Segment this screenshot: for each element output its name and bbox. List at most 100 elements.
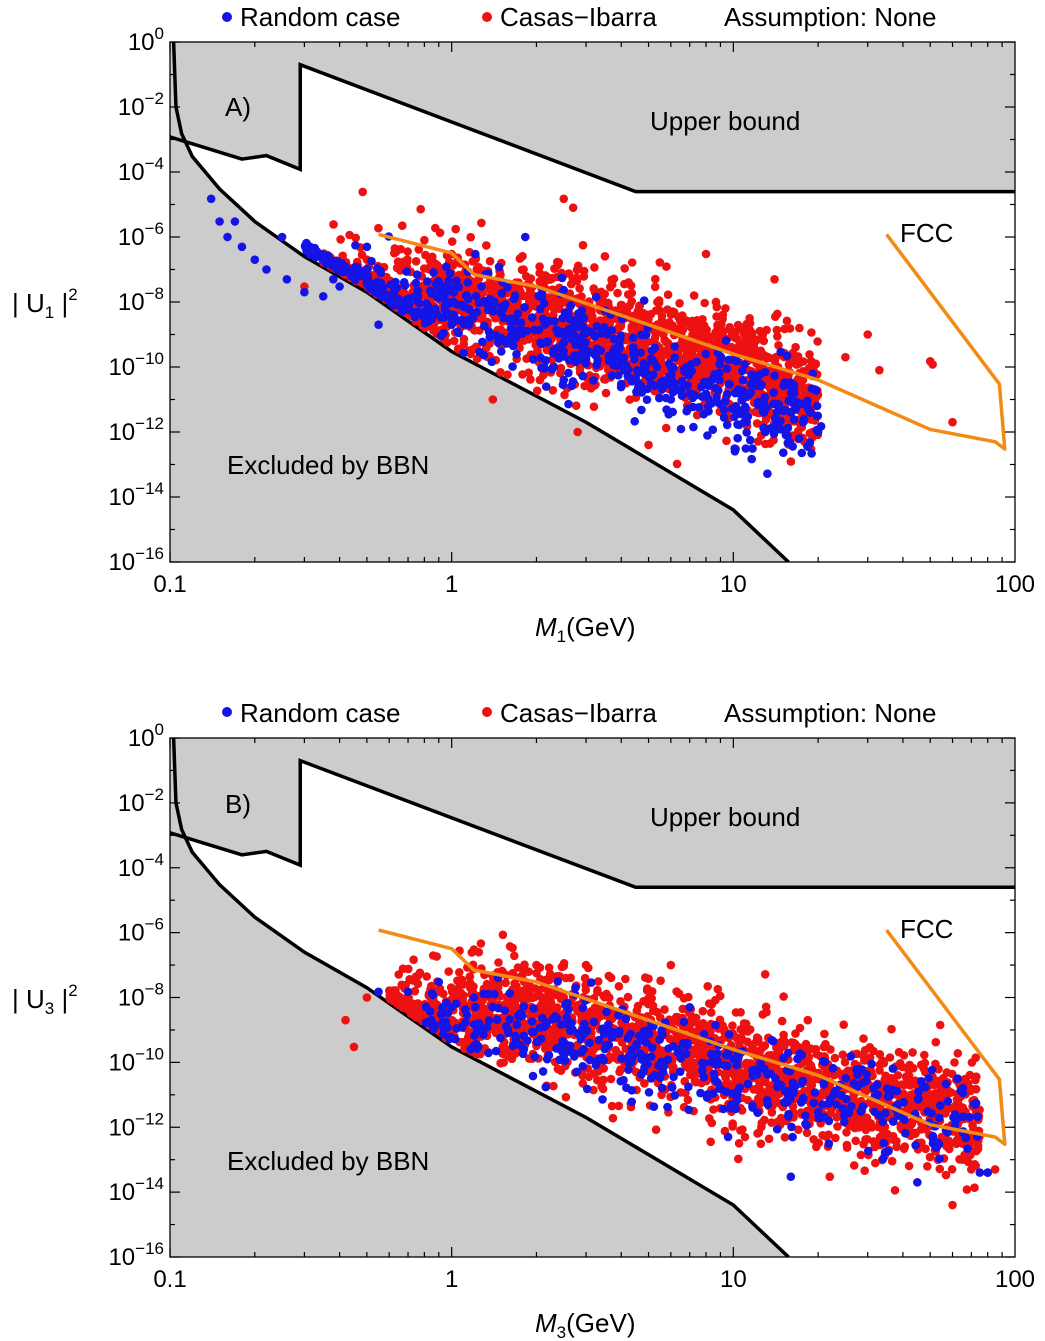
- data-point: [554, 354, 564, 363]
- data-point: [662, 262, 671, 271]
- data-point: [639, 997, 648, 1006]
- data-point: [741, 1019, 751, 1029]
- data-point: [404, 964, 413, 974]
- data-point: [946, 1088, 956, 1097]
- data-point: [713, 1049, 722, 1058]
- data-point: [318, 291, 328, 301]
- data-point: [636, 348, 645, 358]
- data-point: [414, 245, 424, 254]
- data-point: [778, 392, 787, 402]
- data-point: [973, 1112, 982, 1121]
- data-point: [959, 1105, 969, 1115]
- data-point: [637, 405, 646, 415]
- data-point: [722, 364, 732, 373]
- data-point: [668, 407, 677, 417]
- data-point: [519, 265, 528, 274]
- legend-random-marker: [222, 12, 232, 22]
- data-point: [802, 1128, 812, 1138]
- data-point: [560, 390, 569, 400]
- data-point: [839, 1020, 848, 1029]
- data-point: [735, 1038, 744, 1048]
- data-point: [521, 310, 530, 319]
- data-point: [649, 336, 659, 345]
- data-point: [841, 1074, 851, 1083]
- data-point: [990, 1165, 1000, 1174]
- data-point: [585, 1038, 594, 1048]
- data-point: [571, 357, 581, 367]
- data-point: [615, 1026, 624, 1036]
- data-point: [537, 292, 546, 302]
- data-point: [480, 321, 489, 331]
- data-point: [880, 1075, 889, 1085]
- data-point: [512, 1020, 522, 1029]
- data-point: [785, 324, 795, 333]
- data-point: [411, 278, 421, 288]
- data-point: [765, 1085, 775, 1094]
- data-point: [478, 337, 487, 347]
- data-point: [681, 1049, 691, 1058]
- data-point: [741, 342, 750, 352]
- data-point: [575, 284, 584, 293]
- data-point: [725, 323, 735, 332]
- data-point: [446, 1032, 455, 1042]
- data-point: [656, 976, 665, 985]
- data-point: [494, 262, 504, 272]
- data-point: [743, 1027, 753, 1036]
- data-point: [734, 1139, 744, 1148]
- data-point: [696, 1088, 705, 1098]
- data-point: [640, 1079, 649, 1088]
- data-point: [420, 235, 429, 245]
- data-point: [498, 930, 508, 940]
- data-point: [510, 951, 519, 961]
- data-point: [639, 1052, 649, 1062]
- data-point: [393, 257, 403, 267]
- data-point: [535, 304, 545, 314]
- data-point: [810, 1088, 820, 1097]
- data-point: [935, 1164, 945, 1174]
- data-point: [399, 278, 409, 287]
- data-point: [735, 388, 744, 398]
- data-point: [472, 354, 482, 364]
- data-point: [685, 1070, 695, 1080]
- data-point: [691, 1077, 701, 1087]
- data-point: [422, 972, 432, 981]
- data-point: [538, 1067, 548, 1076]
- data-point: [971, 1053, 980, 1062]
- legend-random-marker: [222, 707, 232, 717]
- data-point: [703, 982, 712, 991]
- data-point: [593, 977, 603, 986]
- data-point: [553, 977, 562, 986]
- data-point: [329, 274, 338, 284]
- data-point: [675, 299, 684, 308]
- data-point: [632, 1006, 642, 1016]
- data-point: [806, 1044, 816, 1053]
- data-point: [700, 298, 709, 308]
- data-point: [740, 404, 750, 414]
- data-point: [436, 331, 446, 341]
- data-point: [528, 1071, 538, 1081]
- data-point: [641, 360, 651, 370]
- data-point: [921, 1144, 930, 1154]
- data-point: [734, 420, 744, 430]
- data-point: [300, 287, 309, 297]
- data-point: [744, 328, 754, 337]
- data-point: [798, 375, 808, 385]
- data-point: [621, 1014, 631, 1024]
- data-point: [787, 383, 797, 392]
- data-point: [777, 1037, 787, 1046]
- series-random-case: [206, 194, 826, 479]
- data-point: [783, 423, 793, 433]
- data-point: [709, 1105, 718, 1114]
- data-point: [820, 1057, 830, 1067]
- x-tick-label: 0.1: [153, 571, 186, 598]
- data-point: [527, 1017, 537, 1026]
- data-point: [421, 250, 430, 260]
- data-point: [761, 427, 770, 437]
- data-point: [767, 1035, 777, 1045]
- data-point: [780, 405, 790, 415]
- data-point: [849, 1161, 859, 1170]
- data-point: [657, 1090, 666, 1100]
- legend-assumption: Assumption: None: [724, 698, 936, 728]
- data-point: [936, 1101, 945, 1110]
- data-point: [704, 334, 713, 344]
